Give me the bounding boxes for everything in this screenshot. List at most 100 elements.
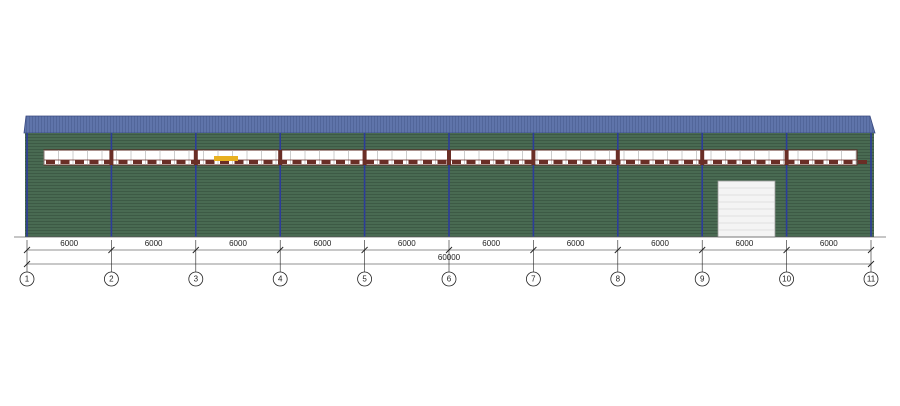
axis-label: 11	[867, 275, 876, 284]
sill-block	[524, 160, 534, 164]
sill-block	[713, 160, 722, 164]
span-dimension: 6000	[145, 239, 163, 248]
window-mullions	[43, 150, 867, 165]
sill-block	[655, 160, 664, 164]
sill-block	[800, 160, 809, 164]
axis-bubble	[610, 271, 626, 287]
sill-block	[568, 160, 577, 164]
axis-label: 10	[782, 275, 791, 284]
span-dimension: 6000	[229, 239, 247, 248]
sill-block	[785, 160, 795, 164]
span-dimension: 6000	[567, 239, 585, 248]
sill-block	[452, 160, 461, 164]
sill-block	[220, 160, 229, 164]
tick	[445, 246, 453, 254]
sill-block	[466, 160, 476, 164]
sill-block	[394, 160, 403, 164]
tick	[192, 246, 200, 254]
axis-label: 3	[194, 275, 199, 284]
sill-block	[205, 160, 215, 164]
sill-block	[408, 160, 418, 164]
sill-block	[626, 160, 635, 164]
sill-block	[814, 160, 824, 164]
sill-block	[582, 160, 592, 164]
sill-block	[829, 160, 838, 164]
sill-block	[858, 160, 867, 164]
sill-block	[365, 160, 374, 164]
columns	[26, 133, 872, 237]
sill-block	[147, 160, 157, 164]
span-dimension: 6000	[736, 239, 754, 248]
axis-label: 1	[25, 275, 30, 284]
axis-bubble	[104, 271, 119, 287]
sill-block	[263, 160, 273, 164]
span-dimension: 6000	[60, 239, 78, 248]
sill-block	[133, 160, 142, 164]
sill-block	[539, 160, 548, 164]
axis-bubble	[441, 271, 457, 287]
door-panels	[718, 187, 775, 231]
tick	[783, 246, 790, 254]
dimensions: 6000 6000 6000 6000 6000 6000 6000 6000 6000 6000…	[19, 239, 879, 287]
axis-bubble	[19, 271, 35, 287]
axis-bubble	[357, 271, 373, 287]
sill-block	[46, 160, 55, 164]
axis-label: 6	[447, 275, 452, 284]
sill-block	[118, 160, 128, 164]
sill-block	[640, 160, 650, 164]
axis-label: 8	[616, 275, 621, 284]
tick	[867, 246, 875, 254]
sill-block	[481, 160, 490, 164]
sill-block	[104, 160, 113, 164]
sill-block	[234, 160, 244, 164]
tick	[23, 260, 31, 268]
sill-block	[75, 160, 84, 164]
tick	[698, 246, 706, 254]
post	[615, 150, 620, 165]
sill-block	[843, 160, 853, 164]
span-dimension: 6000	[820, 239, 838, 248]
sill-block	[437, 160, 447, 164]
sill-block	[669, 160, 679, 164]
axis-bubble	[526, 271, 541, 287]
sill-block	[249, 160, 258, 164]
span-dimension: 6000	[482, 239, 500, 248]
sill-block	[321, 160, 331, 164]
sill-block	[176, 160, 186, 164]
tick	[361, 246, 368, 254]
axis-bubble	[863, 271, 879, 287]
tick	[867, 260, 875, 268]
post	[700, 150, 705, 165]
sill-block	[727, 160, 737, 164]
tick	[614, 246, 622, 254]
sill-block	[307, 160, 316, 164]
sill-block	[423, 160, 432, 164]
axis-bubble	[272, 271, 288, 287]
axis-bubble	[694, 271, 710, 287]
span-dimension: 6000	[651, 239, 669, 248]
sill-block	[553, 160, 563, 164]
axis-bubble	[188, 271, 204, 287]
sill-block	[597, 160, 606, 164]
sill-block	[771, 160, 780, 164]
sill-block	[756, 160, 766, 164]
tick	[276, 246, 284, 254]
sill-block	[336, 160, 345, 164]
post	[362, 150, 367, 165]
sill-block	[162, 160, 171, 164]
sill-block	[350, 160, 360, 164]
post	[109, 150, 114, 165]
post	[193, 150, 198, 165]
sill-block	[60, 160, 70, 164]
sill-block	[292, 160, 302, 164]
post	[531, 150, 536, 165]
axis-label: 9	[700, 275, 705, 284]
axis-label: 2	[109, 275, 114, 284]
roof	[23, 115, 876, 134]
tick	[108, 246, 115, 254]
tick	[530, 246, 537, 254]
span-dimension: 6000	[398, 239, 416, 248]
span-dimension: 6000	[314, 239, 332, 248]
axis-label: 4	[278, 275, 283, 284]
